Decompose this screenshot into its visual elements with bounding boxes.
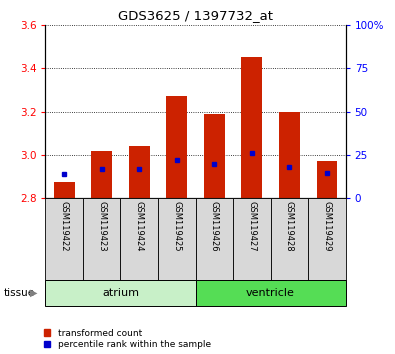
Bar (316, 161, 337, 198)
Bar (241, 57, 262, 198)
Bar (166, 96, 187, 198)
Bar (196, 280, 346, 306)
Text: GSM119428: GSM119428 (285, 201, 294, 251)
Text: GSM119423: GSM119423 (97, 201, 106, 251)
Text: ventricle: ventricle (246, 288, 295, 298)
Bar (233, 198, 271, 280)
Bar (83, 198, 120, 280)
Text: tissue: tissue (4, 288, 35, 298)
Bar (196, 198, 233, 280)
Bar (279, 112, 300, 198)
Bar (129, 146, 150, 198)
Bar (54, 182, 75, 198)
Bar (91, 150, 112, 198)
Bar (308, 198, 346, 280)
Legend: transformed count, percentile rank within the sample: transformed count, percentile rank withi… (44, 329, 211, 349)
Text: atrium: atrium (102, 288, 139, 298)
Bar (204, 114, 225, 198)
Bar (45, 280, 196, 306)
Bar (45, 198, 83, 280)
Bar (271, 198, 308, 280)
Text: GSM119422: GSM119422 (60, 201, 69, 251)
Bar (158, 198, 196, 280)
Text: GSM119424: GSM119424 (135, 201, 144, 251)
Bar (120, 198, 158, 280)
Title: GDS3625 / 1397732_at: GDS3625 / 1397732_at (118, 9, 273, 22)
Text: GSM119429: GSM119429 (322, 201, 331, 251)
Text: GSM119425: GSM119425 (172, 201, 181, 251)
Text: GSM119426: GSM119426 (210, 201, 219, 251)
Text: ▶: ▶ (30, 288, 38, 298)
Text: GSM119427: GSM119427 (247, 201, 256, 251)
